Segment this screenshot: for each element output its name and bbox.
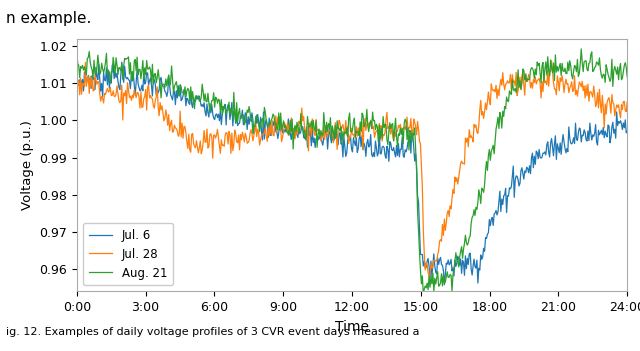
Jul. 6 xyxy=(594,143,602,147)
Jul. 28 xyxy=(594,91,602,95)
Text: ig. 12. Examples of daily voltage profiles of 3 CVR event days measured a: ig. 12. Examples of daily voltage profil… xyxy=(6,327,420,337)
Jul. 6 xyxy=(118,60,125,64)
Jul. 28 xyxy=(404,130,412,134)
Y-axis label: Voltage (p.u.): Voltage (p.u.) xyxy=(20,120,34,210)
Jul. 28 xyxy=(556,88,563,93)
Jul. 6 xyxy=(405,138,413,143)
Aug. 21 xyxy=(419,293,427,297)
Jul. 28 xyxy=(266,134,273,138)
Aug. 21 xyxy=(623,74,631,79)
Line: Jul. 6: Jul. 6 xyxy=(77,62,627,285)
Jul. 6 xyxy=(73,67,81,71)
Text: n example.: n example. xyxy=(6,11,92,26)
Aug. 21 xyxy=(554,69,562,73)
Jul. 28 xyxy=(548,59,556,63)
Jul. 28 xyxy=(425,274,433,278)
Line: Aug. 21: Aug. 21 xyxy=(77,49,627,295)
Jul. 28 xyxy=(76,93,83,97)
Jul. 6 xyxy=(440,283,448,287)
Aug. 21 xyxy=(594,61,602,65)
Jul. 6 xyxy=(76,78,83,82)
Jul. 6 xyxy=(556,151,563,155)
Jul. 6 xyxy=(266,133,274,137)
Jul. 28 xyxy=(73,77,81,81)
Jul. 6 xyxy=(446,261,454,265)
Aug. 21 xyxy=(404,126,412,130)
Jul. 6 xyxy=(623,129,631,133)
Aug. 21 xyxy=(445,275,453,279)
Aug. 21 xyxy=(73,52,81,56)
X-axis label: Time: Time xyxy=(335,320,369,333)
Aug. 21 xyxy=(266,121,273,125)
Aug. 21 xyxy=(577,47,585,51)
Jul. 28 xyxy=(623,100,631,104)
Line: Jul. 28: Jul. 28 xyxy=(77,61,627,276)
Aug. 21 xyxy=(76,75,83,80)
Legend: Jul. 6, Jul. 28, Aug. 21: Jul. 6, Jul. 28, Aug. 21 xyxy=(83,223,173,285)
Jul. 28 xyxy=(445,214,453,219)
